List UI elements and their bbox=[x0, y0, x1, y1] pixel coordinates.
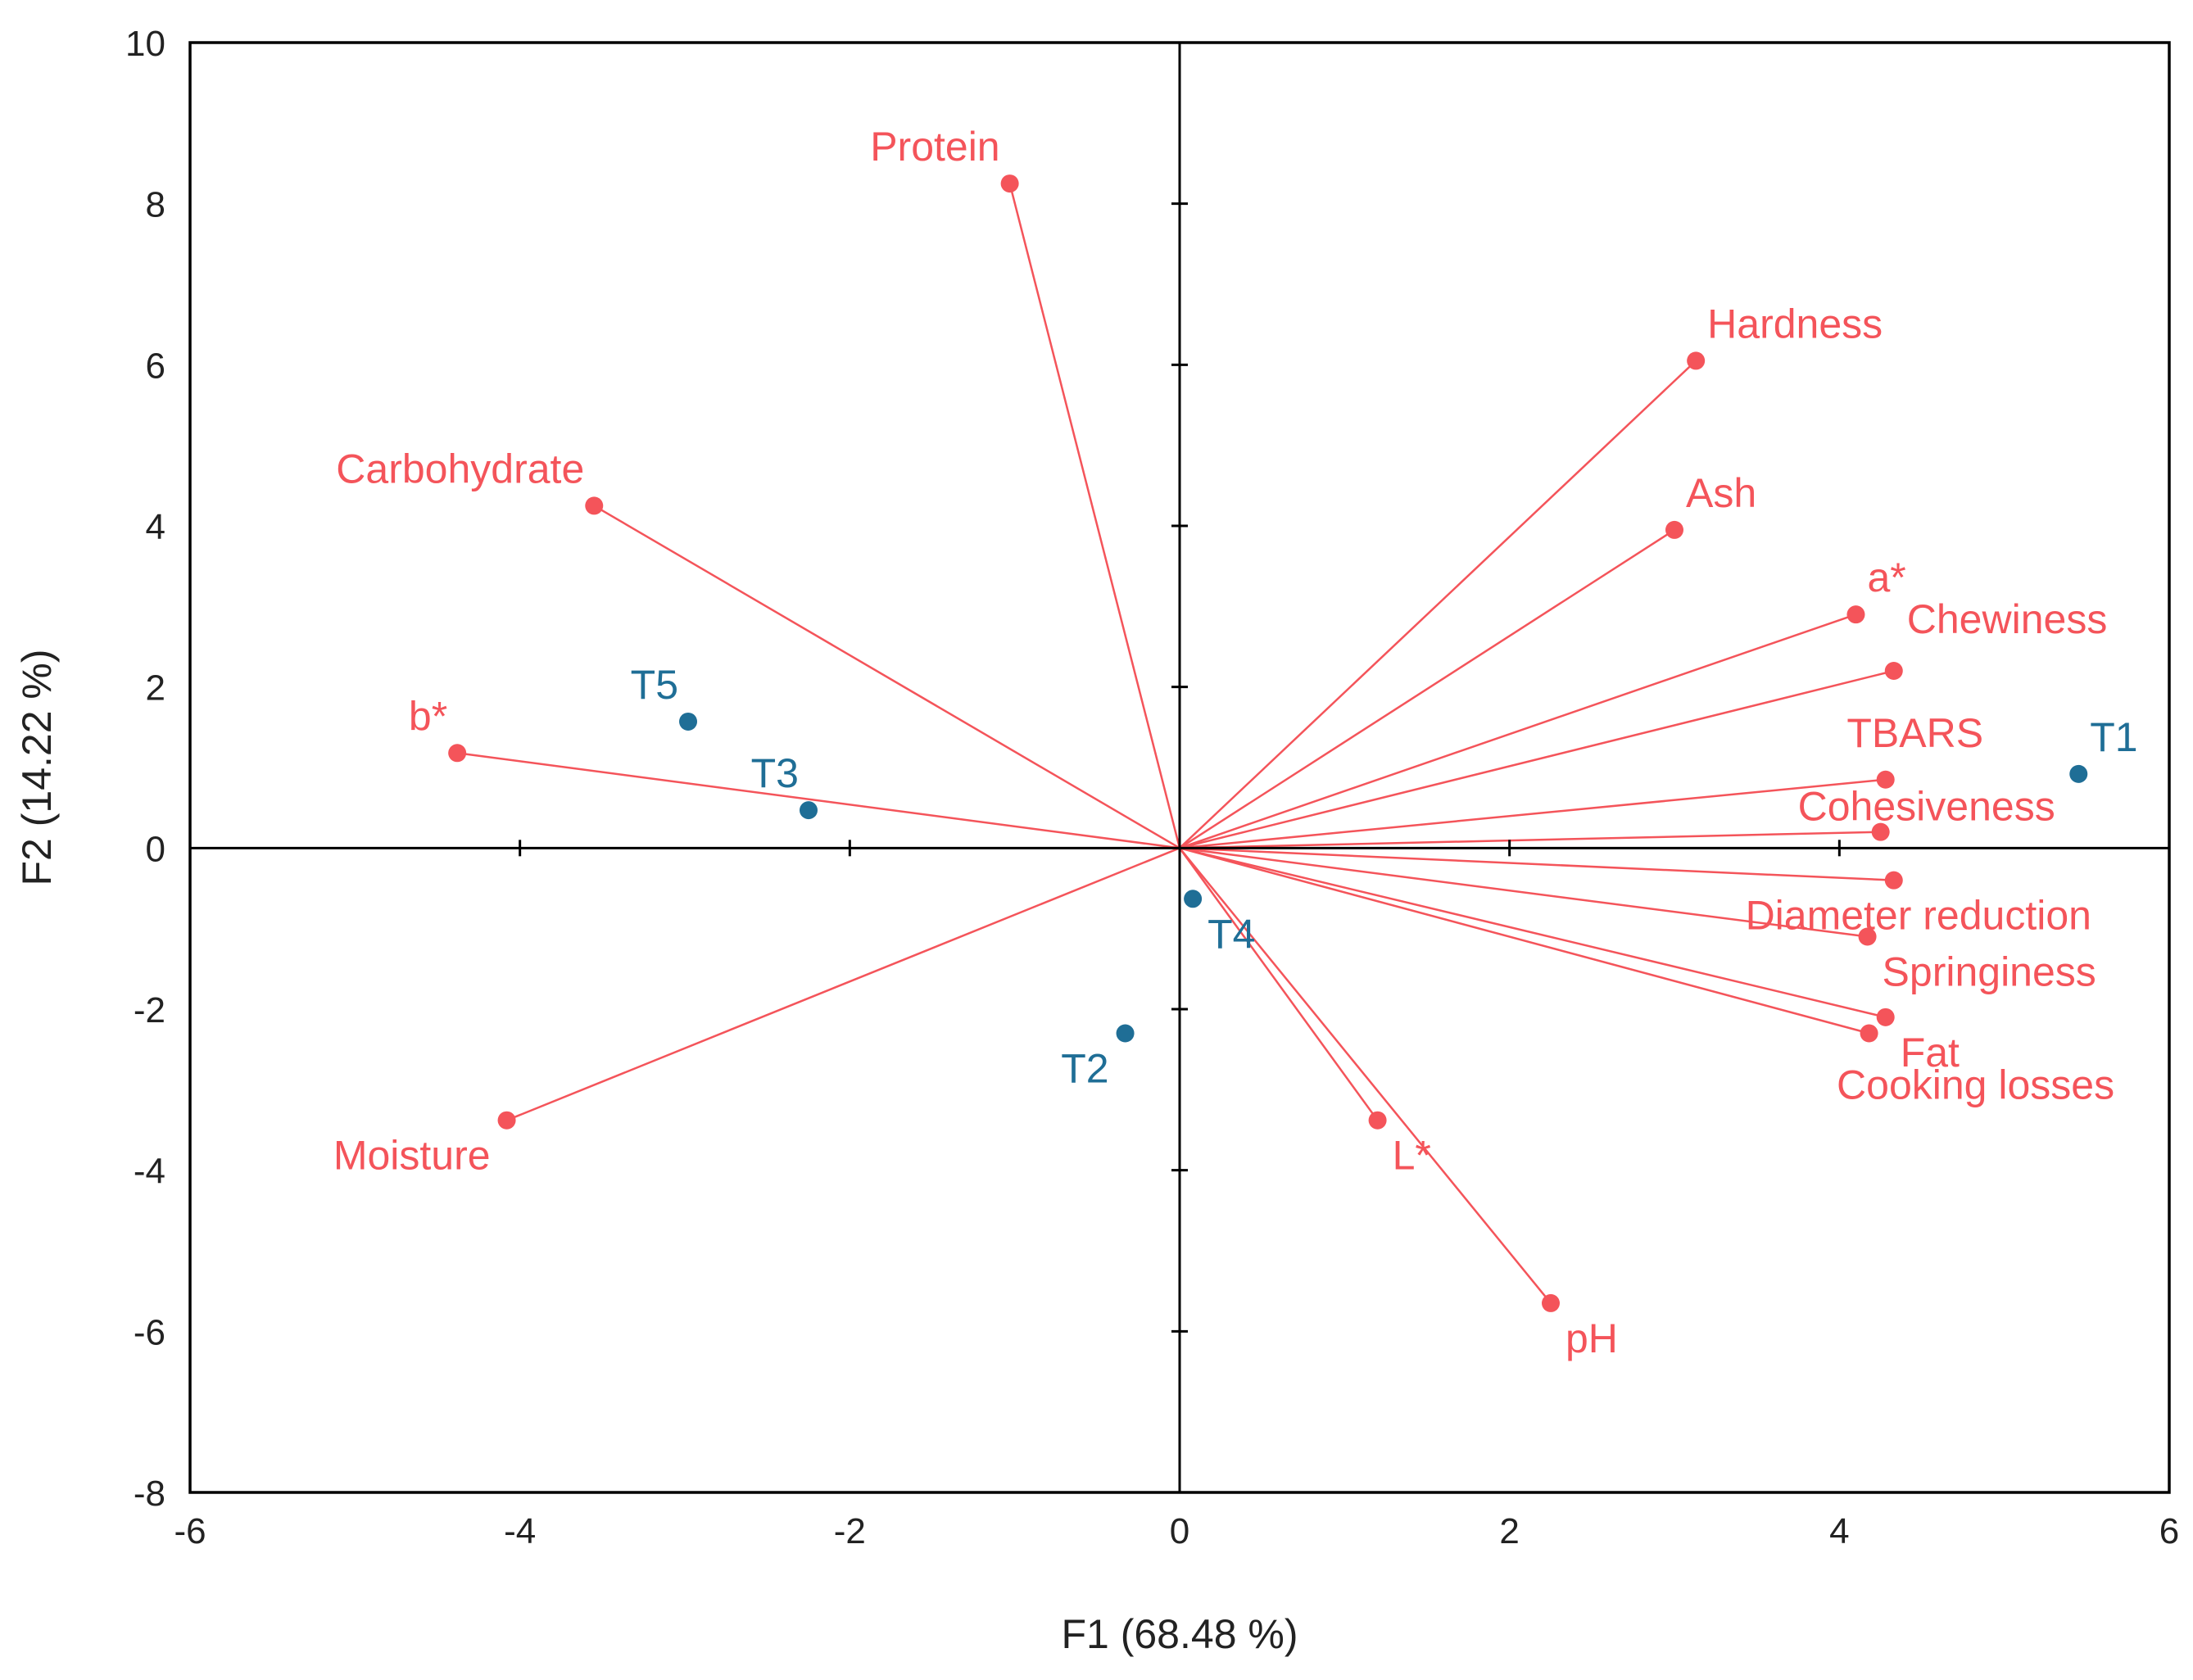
variable-label-springiness: Springiness bbox=[1883, 949, 2096, 995]
variable-label-a-star: a* bbox=[1867, 555, 1905, 600]
observation-point-t3 bbox=[800, 801, 818, 820]
plot-border bbox=[188, 41, 2171, 1494]
variable-point-ash bbox=[1665, 520, 1683, 539]
variable-label-cooking-losses: Cooking losses bbox=[1837, 1062, 2114, 1108]
variable-point-l-star bbox=[1368, 1111, 1387, 1130]
vector-cohesiveness bbox=[1179, 831, 1881, 849]
variable-label-ph: pH bbox=[1565, 1315, 1618, 1361]
x-tick-label: 2 bbox=[1499, 1511, 1519, 1551]
vector-tbars bbox=[1179, 778, 1886, 849]
variable-label-l-star: L* bbox=[1393, 1133, 1431, 1179]
vector-fat bbox=[1179, 847, 1886, 1019]
variable-point-b-star bbox=[448, 744, 467, 763]
y-tick-label: -2 bbox=[134, 990, 165, 1030]
variable-point-carbohydrate bbox=[585, 496, 604, 515]
variable-point-diameter-reduction bbox=[1884, 871, 1903, 890]
vector-cooking-losses bbox=[1179, 847, 1869, 1035]
observation-label-t1: T1 bbox=[2090, 714, 2137, 760]
vector-carbohydrate bbox=[593, 505, 1180, 849]
vector-l-star bbox=[1178, 847, 1379, 1121]
data-points bbox=[448, 174, 2088, 1312]
vector-ph bbox=[1179, 847, 1552, 1304]
x-tick-label: 6 bbox=[2159, 1511, 2179, 1551]
point-labels: Protein Hardness Carbohydrate Ash a*Chewines… bbox=[333, 124, 2138, 1361]
y-tick-label: -4 bbox=[134, 1152, 165, 1192]
vector-hardness bbox=[1179, 360, 1697, 849]
y-tick-label: -6 bbox=[134, 1312, 165, 1352]
y-tick-label: 8 bbox=[146, 185, 165, 225]
variable-label-protein: Protein bbox=[870, 124, 999, 170]
x-tick-label: 4 bbox=[1829, 1511, 1849, 1551]
variable-label-b-star: b* bbox=[409, 693, 447, 739]
variable-point-a-star bbox=[1846, 605, 1865, 624]
variable-point-cooking-losses bbox=[1860, 1024, 1878, 1043]
variable-label-hardness: Hardness bbox=[1707, 301, 1883, 346]
y-tick-label: 6 bbox=[146, 346, 165, 386]
y-tick-label: -8 bbox=[134, 1474, 165, 1514]
observation-label-t3: T3 bbox=[751, 750, 799, 796]
observation-point-t5 bbox=[679, 712, 698, 731]
variable-label-chewiness: Chewiness bbox=[1907, 596, 2108, 642]
variable-label-carbohydrate: Carbohydrate bbox=[336, 446, 584, 491]
variable-point-protein bbox=[1000, 174, 1019, 193]
plot-frame bbox=[188, 41, 2171, 1494]
variable-vectors bbox=[456, 183, 1895, 1304]
variable-point-springiness bbox=[1858, 927, 1877, 946]
y-tick-label: 0 bbox=[146, 829, 165, 869]
variable-point-ph bbox=[1542, 1293, 1560, 1312]
variable-point-tbars bbox=[1876, 770, 1895, 789]
x-tick-label: -2 bbox=[834, 1511, 866, 1551]
variable-label-tbars: TBARS bbox=[1846, 710, 1983, 756]
variable-point-moisture bbox=[497, 1111, 516, 1130]
axis-titles: F1 (68.48 %) F2 (14.22 %) bbox=[14, 649, 1298, 1657]
x-tick-label: 0 bbox=[1170, 1511, 1189, 1551]
observation-point-t4 bbox=[1184, 890, 1203, 908]
y-tick-label: 4 bbox=[146, 507, 165, 547]
zero-axes bbox=[190, 43, 2169, 1492]
y-tick-label: 10 bbox=[125, 24, 165, 64]
variable-label-ash: Ash bbox=[1686, 470, 1756, 516]
variable-label-cohesiveness: Cohesiveness bbox=[1798, 784, 2055, 830]
vector-protein bbox=[1008, 183, 1181, 849]
vector-ash bbox=[1179, 528, 1675, 849]
x-tick-label: -6 bbox=[174, 1511, 206, 1551]
y-tick-label: 2 bbox=[146, 668, 165, 709]
observation-label-t4: T4 bbox=[1208, 911, 1255, 957]
variable-point-fat bbox=[1876, 1008, 1895, 1026]
observation-label-t2: T2 bbox=[1061, 1046, 1108, 1092]
vector-a-star bbox=[1179, 613, 1856, 849]
x-axis-title: F1 (68.48 %) bbox=[1061, 1611, 1298, 1657]
vector-moisture bbox=[506, 847, 1180, 1121]
tick-marks bbox=[519, 202, 1841, 1333]
variable-point-hardness bbox=[1687, 351, 1706, 370]
vector-chewiness bbox=[1179, 669, 1895, 849]
variable-label-diameter-reduction: Diameter reduction bbox=[1746, 893, 2091, 939]
y-axis-title: F2 (14.22 %) bbox=[14, 649, 60, 885]
variable-point-chewiness bbox=[1884, 662, 1903, 680]
vector-springiness bbox=[1179, 847, 1868, 938]
observation-point-t1 bbox=[2069, 764, 2088, 783]
observation-point-t2 bbox=[1116, 1024, 1135, 1043]
x-tick-label: -4 bbox=[504, 1511, 536, 1551]
vector-b-star bbox=[456, 752, 1180, 849]
vector-diameter-reduction bbox=[1179, 847, 1894, 881]
observation-label-t5: T5 bbox=[631, 662, 678, 708]
variable-label-fat: Fat bbox=[1901, 1030, 1960, 1075]
variable-point-cohesiveness bbox=[1871, 822, 1890, 841]
variable-label-moisture: Moisture bbox=[333, 1133, 491, 1179]
